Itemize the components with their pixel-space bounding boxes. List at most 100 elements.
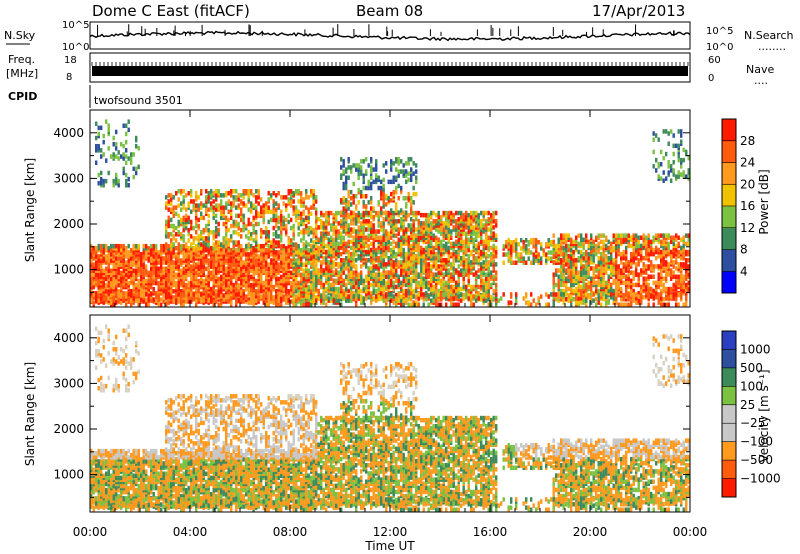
power-cell [280, 238, 283, 243]
power-cell [190, 193, 193, 198]
power-cell [385, 274, 388, 279]
power-cell [345, 217, 348, 222]
power-cell [460, 262, 463, 267]
power-cell [400, 235, 403, 240]
power-cell [185, 274, 188, 280]
power-cell [347, 212, 350, 218]
power-cell [322, 290, 325, 296]
power-cell [217, 203, 220, 208]
power-cell [230, 215, 233, 221]
power-cell [352, 270, 355, 275]
power-cell [125, 139, 128, 145]
power-cell [365, 258, 368, 263]
power-cell [302, 197, 305, 202]
cpid-program: twofsound 3501 [94, 94, 183, 107]
power-cell [187, 238, 190, 243]
power-cell [477, 268, 480, 273]
power-cell [220, 205, 223, 210]
power-cell [240, 227, 243, 233]
power-cell [237, 282, 240, 288]
power-cell [310, 238, 313, 243]
power-cell [380, 280, 383, 286]
power-cell [170, 295, 173, 300]
power-cell [245, 243, 248, 249]
power-cell [102, 152, 105, 157]
power-cell [475, 223, 478, 228]
power-cell [465, 243, 468, 249]
power-cell [442, 227, 445, 232]
power-cell [447, 249, 450, 255]
power-cell [340, 297, 343, 302]
power-cell [382, 204, 385, 209]
power-cell [410, 223, 413, 228]
power-cell [455, 249, 458, 255]
power-cell [135, 170, 138, 176]
power-cell [452, 270, 455, 275]
power-cell [212, 291, 215, 296]
power-cell [205, 242, 208, 247]
power-cell [360, 194, 363, 199]
power-cell [212, 270, 215, 276]
power-cell [260, 256, 263, 261]
power-cell [357, 171, 360, 176]
power-cell [247, 276, 250, 282]
power-cell [280, 278, 283, 284]
power-cell [167, 193, 170, 198]
power-cell [367, 210, 370, 216]
power-cell [370, 235, 373, 240]
power-cell [387, 256, 390, 261]
power-cell [377, 229, 380, 234]
power-cell [247, 230, 250, 235]
power-cell [205, 189, 208, 194]
power-cell [250, 243, 253, 249]
power-cell [430, 210, 433, 216]
power-cell [267, 278, 270, 284]
power-cell [510, 246, 513, 251]
power-cell [235, 189, 238, 194]
power-cell [172, 223, 175, 229]
power-cell [385, 280, 388, 286]
power-cell [217, 221, 220, 227]
power-cell [380, 272, 383, 277]
power-cell [237, 240, 240, 245]
power-cell [390, 295, 393, 300]
power-cell [407, 212, 410, 218]
power-cell [360, 280, 363, 286]
power-cell [265, 225, 268, 231]
power-cell [380, 221, 383, 226]
power-cell [182, 189, 185, 194]
power-cell [410, 210, 413, 215]
power-cell [457, 210, 460, 216]
power-cell [172, 195, 175, 200]
power-cell [525, 260, 528, 265]
power-cell [332, 278, 335, 284]
power-cell [247, 221, 250, 227]
power-cell [370, 214, 373, 220]
power-cell [317, 245, 320, 251]
power-cell [157, 280, 160, 286]
power-cell [402, 212, 405, 218]
power-cell [175, 232, 178, 237]
power-cell [182, 243, 185, 249]
power-cell [407, 223, 410, 228]
power-cell [167, 276, 170, 282]
power-cell [347, 157, 350, 162]
power-cell [442, 233, 445, 238]
power-cell [102, 256, 105, 261]
power-cell [370, 165, 373, 170]
power-cell [392, 284, 395, 290]
power-cell [440, 231, 443, 236]
power-cell [240, 211, 243, 216]
power-cell [227, 272, 230, 278]
power-cell [397, 161, 400, 166]
power-cell [480, 262, 483, 267]
power-cell [350, 196, 353, 201]
power-cell [150, 243, 153, 249]
power-cell [120, 256, 123, 261]
power-cell [372, 179, 375, 185]
power-cell [382, 290, 385, 296]
power-cell [370, 185, 373, 191]
power-cell [147, 246, 150, 251]
power-cell [167, 256, 170, 261]
power-cell [165, 280, 168, 286]
